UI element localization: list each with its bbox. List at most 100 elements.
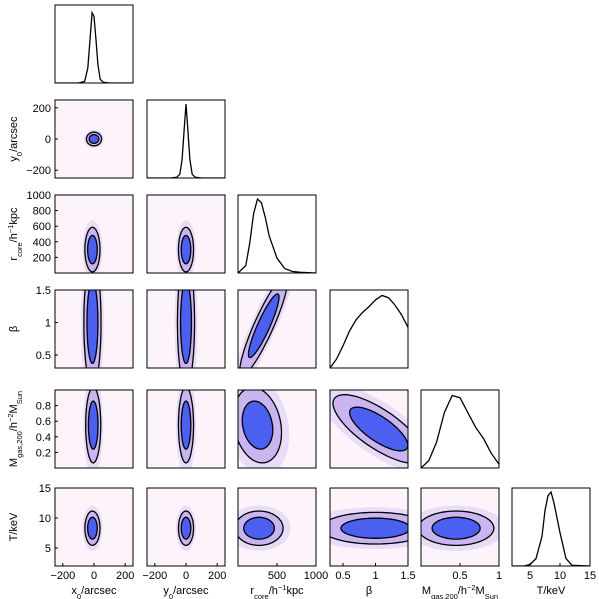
contour-line-95 xyxy=(85,390,102,464)
panel-frame xyxy=(237,389,317,469)
x-axis-label-mgas: Mgas,200/h−2MSun xyxy=(422,583,498,599)
joint-y0-beta xyxy=(174,290,198,368)
y-tick-label: 400 xyxy=(33,237,51,249)
x-tick-label: 15 xyxy=(584,570,596,582)
y-axis-label-T: T/keV xyxy=(8,512,20,541)
contour-core-fill xyxy=(242,401,273,450)
x-tick-label: −200 xyxy=(50,570,75,582)
y-tick-label: 10 xyxy=(39,513,51,525)
marginal-x0 xyxy=(55,10,133,83)
x-tick-label: 10 xyxy=(554,570,566,582)
x-tick-label: 1 xyxy=(372,570,378,582)
contour-line-95 xyxy=(421,510,495,547)
contour-line-68 xyxy=(179,290,193,365)
panel-frame xyxy=(329,389,409,469)
y-tick-label: 1 xyxy=(45,318,51,330)
x-tick-label: 0 xyxy=(183,570,189,582)
contour-line-95 xyxy=(177,226,195,273)
joint-beta-T xyxy=(330,507,408,550)
contour-core-fill xyxy=(181,401,191,450)
x-axis-label-x0: x0/arcsec xyxy=(71,585,117,599)
contour-line-68 xyxy=(86,234,98,265)
x-tick-label: 0.5 xyxy=(335,570,350,582)
contour-line-68 xyxy=(86,516,98,540)
x-tick-label: 0 xyxy=(91,570,97,582)
joint-x0-y0 xyxy=(84,130,104,148)
joint-beta-mgas xyxy=(330,390,408,468)
panel-frame xyxy=(329,289,409,369)
joint-rcore-T xyxy=(238,505,291,551)
joint-x0-mgas xyxy=(83,390,104,468)
y-tick-label: −200 xyxy=(26,165,51,177)
contour-line-68 xyxy=(247,293,280,359)
contour-core-fill xyxy=(432,517,481,540)
y-tick-label: 600 xyxy=(33,221,51,233)
x-axis-label-beta: β xyxy=(366,585,372,597)
contour-line-68 xyxy=(86,290,99,365)
panel-frame xyxy=(54,194,134,274)
contour-line-68 xyxy=(180,400,192,450)
x-tick-label: −200 xyxy=(142,570,167,582)
marginal-T xyxy=(512,490,590,566)
joint-y0-T xyxy=(176,505,196,551)
y-tick-label: 800 xyxy=(33,206,51,218)
contour-line-68 xyxy=(241,400,274,450)
y-tick-label: 0.8 xyxy=(36,401,51,413)
y-tick-label: 200 xyxy=(33,252,51,264)
contour-line-68 xyxy=(87,400,99,450)
contour-line-95 xyxy=(176,290,196,368)
contour-line-95 xyxy=(332,394,408,464)
x-tick-label: 1.5 xyxy=(400,570,415,582)
joint-rcore-mgas xyxy=(238,390,290,468)
y-tick-label: 0.2 xyxy=(36,447,51,459)
panel-frame xyxy=(511,487,591,567)
panel-frame xyxy=(146,194,226,274)
x-axis-label-T: T/keV xyxy=(537,585,566,597)
contour-core-fill xyxy=(87,517,98,540)
joint-y0-mgas xyxy=(176,390,196,468)
y-tick-label: 0.6 xyxy=(36,416,51,428)
y-tick-label: 0.4 xyxy=(36,432,51,444)
x-tick-label: 1000 xyxy=(304,570,328,582)
marginal-mgas xyxy=(421,394,499,468)
panel-frame xyxy=(237,289,317,369)
contour-line-95 xyxy=(238,390,283,464)
y-tick-label: 200 xyxy=(33,103,51,115)
marginal-y0 xyxy=(147,103,225,178)
contour-core-fill xyxy=(180,290,192,364)
contour-line-95 xyxy=(84,510,101,547)
y-axis-label-rcore: rcore/h−1kpc xyxy=(6,207,24,261)
y-axis-label-mgas: Mgas,200/h−2MSun xyxy=(6,391,24,467)
contour-line-95 xyxy=(177,510,195,547)
y-tick-label: 15 xyxy=(39,483,51,495)
contour-line-95 xyxy=(85,131,103,147)
y-tick-label: 5 xyxy=(45,543,51,555)
contour-core-fill xyxy=(181,517,191,540)
panel-frame xyxy=(146,99,226,179)
y-tick-label: 1000 xyxy=(27,190,51,202)
x-axis-label-rcore: rcore/h−1kpc xyxy=(250,583,304,599)
x-tick-label: 200 xyxy=(116,570,134,582)
contour-line-68 xyxy=(88,133,100,145)
panel-frame xyxy=(54,4,134,84)
marginal-beta xyxy=(330,294,408,368)
joint-x0-beta xyxy=(81,290,104,368)
contour-line-95 xyxy=(84,226,101,273)
contour-core-fill xyxy=(87,290,98,364)
contour-line-68 xyxy=(340,517,408,539)
x-tick-label: 1 xyxy=(496,570,502,582)
joint-y0-rcore xyxy=(176,220,196,273)
y-axis-label-y0: y0/arcsec xyxy=(8,116,24,162)
contour-line-68 xyxy=(180,234,192,265)
contour-line-95 xyxy=(83,290,102,368)
contour-core-fill xyxy=(243,517,275,540)
marginal-rcore xyxy=(238,197,316,273)
y-tick-label: 0.5 xyxy=(36,350,51,362)
contour-line-68 xyxy=(348,406,408,452)
joint-x0-T xyxy=(82,505,103,551)
x-tick-label: 200 xyxy=(208,570,226,582)
contour-core-fill xyxy=(88,401,98,450)
panel-frame xyxy=(54,289,134,369)
x-axis-label-y0: y0/arcsec xyxy=(163,585,209,599)
